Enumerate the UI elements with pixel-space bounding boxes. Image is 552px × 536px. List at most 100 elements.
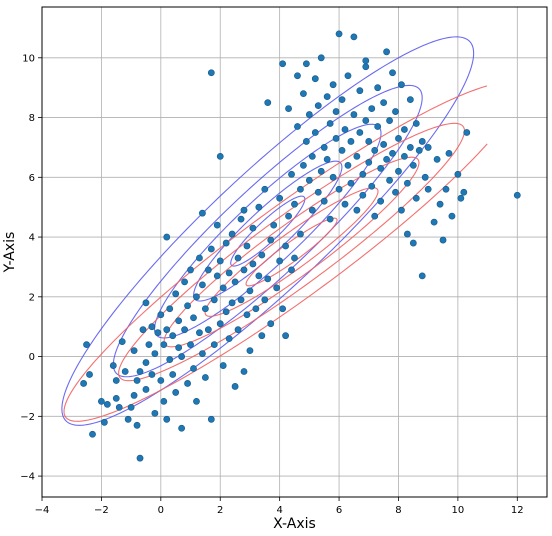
data-point xyxy=(300,90,307,98)
data-point xyxy=(285,212,292,220)
data-point xyxy=(288,266,295,274)
data-point xyxy=(258,332,266,340)
data-point xyxy=(383,48,390,56)
data-point xyxy=(285,105,292,112)
data-point xyxy=(338,96,346,104)
blue-contour xyxy=(61,36,475,426)
data-point xyxy=(255,272,263,280)
data-point xyxy=(193,397,200,405)
data-point xyxy=(157,311,165,319)
data-point xyxy=(457,194,465,202)
data-point xyxy=(282,242,289,250)
data-point xyxy=(204,266,212,274)
data-point xyxy=(353,206,361,214)
data-point xyxy=(362,63,370,71)
data-point xyxy=(341,200,349,208)
data-point xyxy=(160,341,168,349)
data-point xyxy=(219,362,227,369)
data-point xyxy=(86,371,93,378)
data-point xyxy=(329,173,337,181)
data-point xyxy=(154,329,162,337)
data-point xyxy=(124,415,132,423)
data-point xyxy=(403,179,411,187)
data-point xyxy=(297,185,304,193)
data-point xyxy=(160,397,168,405)
x-ticks: −4 −2 0 2 4 6 8 10 12 xyxy=(35,497,524,516)
data-point xyxy=(311,129,319,136)
data-point xyxy=(210,296,218,304)
data-point xyxy=(166,305,174,313)
data-point xyxy=(347,179,355,187)
data-point xyxy=(335,30,343,38)
data-point xyxy=(89,430,96,438)
data-point xyxy=(196,254,203,262)
data-point xyxy=(291,254,298,262)
data-point xyxy=(463,129,471,136)
data-point xyxy=(406,96,414,104)
data-point xyxy=(133,421,141,429)
data-point xyxy=(157,377,165,384)
data-point xyxy=(139,326,147,334)
red-contour xyxy=(63,85,488,422)
data-point xyxy=(297,230,304,238)
data-point xyxy=(386,117,393,124)
data-point xyxy=(258,251,266,259)
data-point xyxy=(314,188,322,196)
data-point xyxy=(288,170,295,178)
data-point xyxy=(130,392,138,399)
data-point xyxy=(380,141,388,148)
data-point xyxy=(326,215,334,223)
data-point xyxy=(187,341,194,349)
y-tick-label: 10 xyxy=(22,53,35,64)
data-point xyxy=(380,99,388,107)
data-point xyxy=(344,72,352,80)
data-point xyxy=(395,135,402,142)
data-point xyxy=(83,341,90,349)
data-point xyxy=(222,239,230,247)
red-contour xyxy=(204,187,379,317)
data-point xyxy=(353,152,361,160)
data-point xyxy=(130,347,138,354)
data-point xyxy=(163,233,171,241)
data-point xyxy=(359,170,367,178)
data-point xyxy=(418,138,426,145)
data-point xyxy=(237,296,245,304)
data-point xyxy=(302,138,310,145)
data-point xyxy=(430,218,438,226)
data-point xyxy=(178,353,186,360)
data-point xyxy=(329,81,337,89)
data-point xyxy=(377,164,385,172)
data-point xyxy=(347,138,355,145)
data-point xyxy=(121,368,129,375)
data-point xyxy=(190,365,197,372)
data-point xyxy=(308,206,316,214)
data-point xyxy=(210,341,218,349)
data-point xyxy=(243,242,251,250)
data-point xyxy=(181,326,188,334)
data-point xyxy=(300,161,307,169)
x-axis-label: X-Axis xyxy=(273,516,316,532)
data-point xyxy=(377,197,385,205)
data-point xyxy=(412,120,420,127)
data-point xyxy=(392,188,399,196)
red-contour xyxy=(118,122,465,382)
data-point xyxy=(403,230,411,238)
data-point xyxy=(395,167,402,175)
data-point xyxy=(291,200,298,208)
data-point xyxy=(142,359,150,366)
data-point xyxy=(323,155,331,163)
data-point xyxy=(136,454,144,462)
x-tick-label: −4 xyxy=(35,505,50,516)
data-point xyxy=(317,54,325,62)
data-point xyxy=(133,377,141,384)
data-point xyxy=(240,266,248,274)
data-point xyxy=(335,185,343,193)
data-point xyxy=(276,194,284,202)
data-point xyxy=(196,329,203,337)
data-point xyxy=(314,102,322,109)
data-point xyxy=(222,308,230,316)
data-point xyxy=(276,257,284,265)
data-point xyxy=(166,356,174,363)
data-point xyxy=(112,394,120,402)
data-point xyxy=(294,123,301,130)
